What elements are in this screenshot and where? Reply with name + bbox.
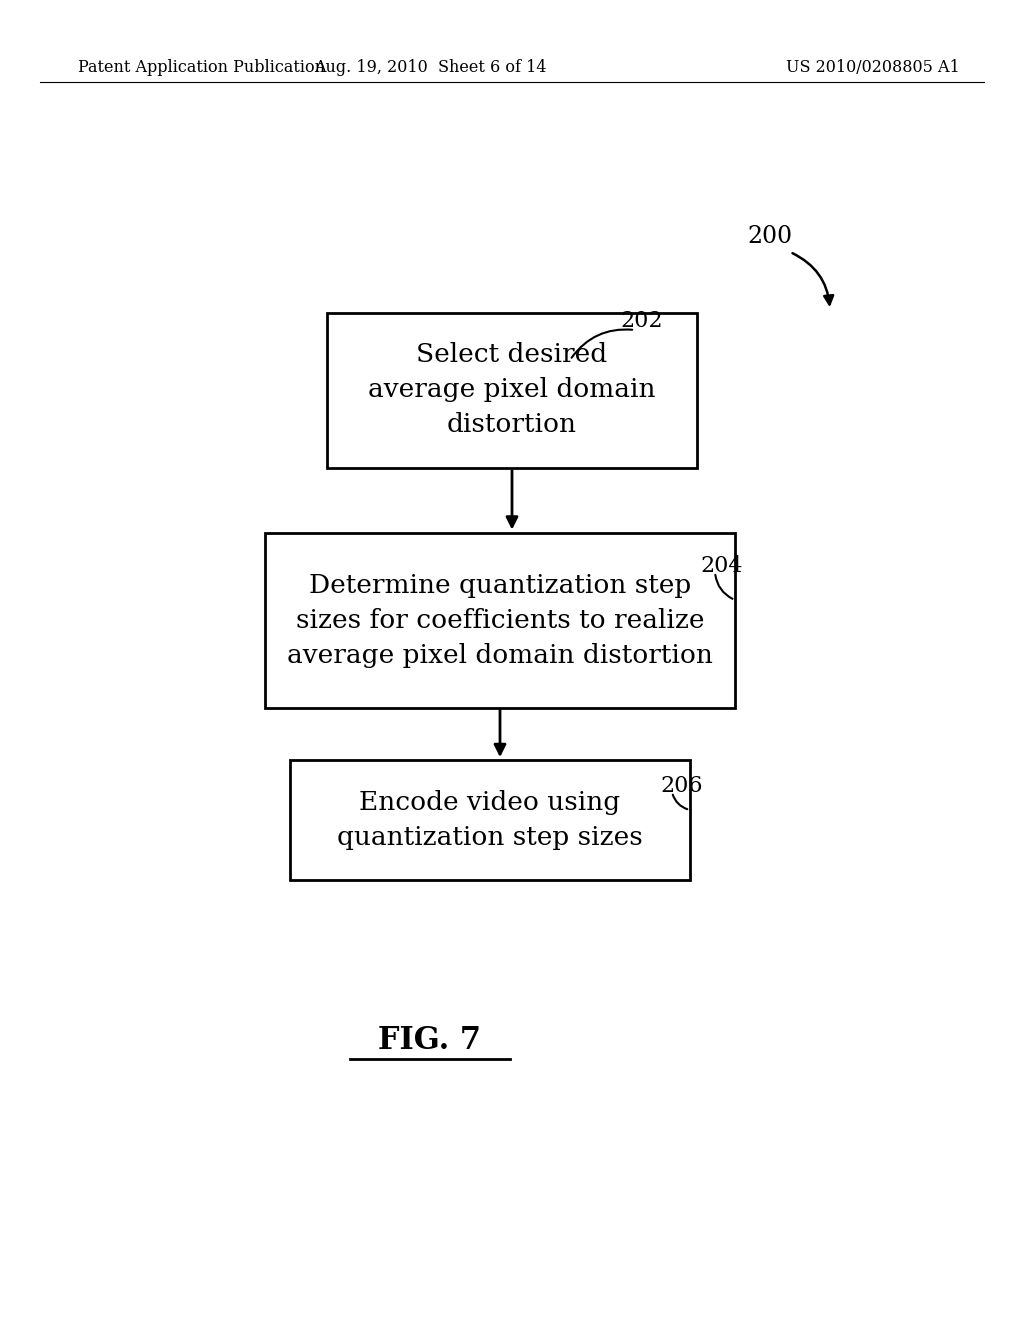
Bar bbox=[290, 760, 690, 880]
Text: 206: 206 bbox=[660, 775, 702, 797]
Text: Encode video using
quantization step sizes: Encode video using quantization step siz… bbox=[337, 789, 643, 850]
Text: Determine quantization step
sizes for coefficients to realize
average pixel doma: Determine quantization step sizes for co… bbox=[287, 573, 713, 668]
Text: Aug. 19, 2010  Sheet 6 of 14: Aug. 19, 2010 Sheet 6 of 14 bbox=[313, 59, 546, 77]
Text: 202: 202 bbox=[620, 310, 663, 333]
Text: Patent Application Publication: Patent Application Publication bbox=[78, 59, 325, 77]
Text: Select desired
average pixel domain
distortion: Select desired average pixel domain dist… bbox=[369, 342, 655, 437]
Text: FIG. 7: FIG. 7 bbox=[379, 1026, 481, 1056]
Text: US 2010/0208805 A1: US 2010/0208805 A1 bbox=[786, 59, 961, 77]
Bar bbox=[327, 313, 697, 467]
Text: 204: 204 bbox=[700, 554, 742, 577]
Text: 200: 200 bbox=[748, 224, 793, 248]
Bar bbox=[265, 532, 735, 708]
